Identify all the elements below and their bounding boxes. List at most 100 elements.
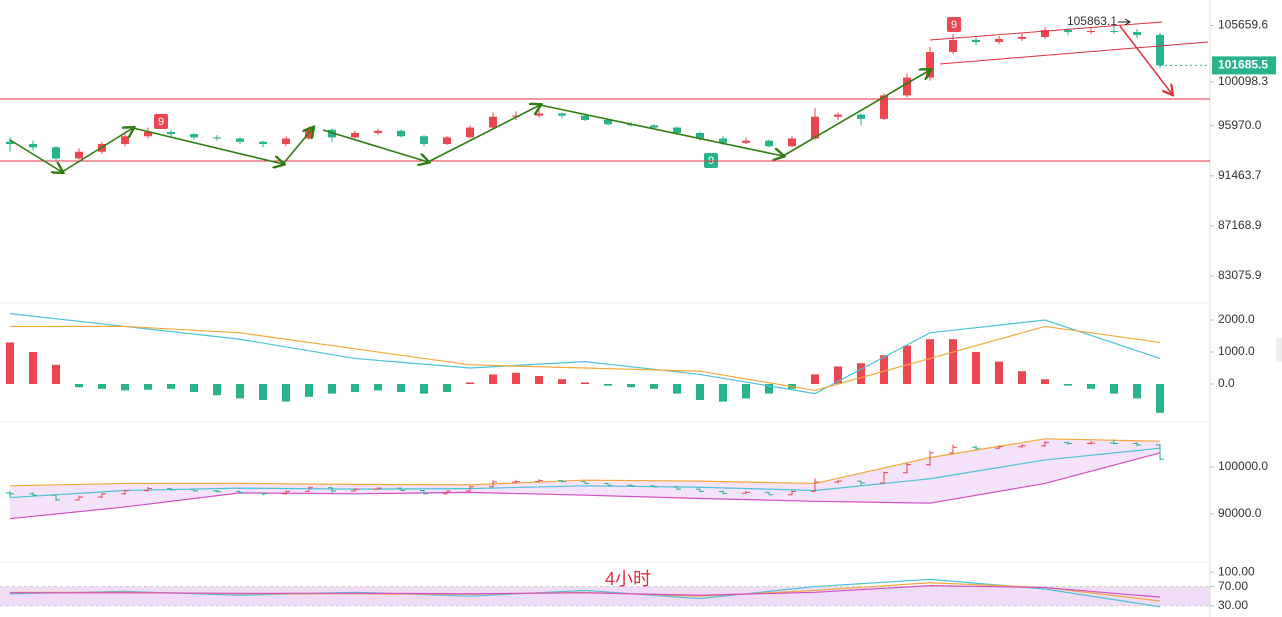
macd-bar	[512, 372, 520, 385]
macd-bar	[1087, 384, 1095, 389]
macd-bar	[1156, 384, 1164, 413]
macd-bar	[1041, 379, 1049, 385]
macd-bar	[581, 382, 589, 385]
macd-bar	[190, 384, 198, 393]
macd-bar	[466, 382, 474, 385]
candle-body	[972, 39, 980, 42]
period-label: 4小时	[605, 569, 651, 589]
candle-body	[696, 132, 704, 139]
plot-layer: 105659.6 100098.3 95970.0 91463.7 87168.9 830…	[0, 17, 1276, 612]
macd-bar	[489, 374, 497, 385]
y-tick-label: 1000.0	[1218, 344, 1255, 358]
rsi-band	[0, 586, 1210, 606]
candle-body	[512, 115, 520, 117]
candle-body	[880, 95, 888, 119]
macd-dea	[10, 325, 1161, 392]
macd-bar	[742, 384, 750, 399]
macd-bar	[880, 355, 888, 385]
boll-band	[10, 438, 1160, 519]
last-price-tag	[1212, 56, 1276, 75]
macd-bar	[98, 384, 106, 389]
y-tick-label: 105659.6	[1218, 18, 1268, 32]
candle-body	[811, 116, 819, 139]
td-marker	[947, 17, 961, 32]
candle-body	[236, 138, 244, 142]
candle-body	[420, 136, 428, 144]
y-tick-label: 100000.0	[1218, 459, 1268, 473]
y-tick-label: 95970.0	[1218, 118, 1262, 132]
macd-bar	[972, 352, 980, 385]
y-tick-label: 83075.9	[1218, 268, 1262, 282]
td-marker	[154, 114, 168, 129]
macd-bar	[1018, 371, 1026, 385]
y-tick-label: 0.0	[1218, 376, 1235, 390]
macd-bar	[627, 384, 635, 388]
candle-body	[558, 113, 566, 116]
macd-bar	[443, 384, 451, 393]
y-tick-label: 87168.9	[1218, 218, 1262, 232]
macd-bar	[949, 339, 957, 385]
macd-bar	[604, 384, 612, 386]
candle-body	[604, 119, 612, 125]
macd-bar	[397, 384, 405, 393]
candle-body	[1041, 29, 1049, 37]
candle-body	[167, 131, 175, 135]
macd-bar	[1133, 384, 1141, 399]
candle-body	[466, 127, 474, 138]
candle-body	[213, 137, 221, 139]
channel-line	[929, 21, 1163, 41]
candle-body	[742, 140, 750, 143]
macd-bar	[857, 363, 865, 385]
macd-bar	[995, 361, 1003, 385]
candle-body	[673, 127, 681, 133]
boll-upper	[9, 438, 1161, 487]
macd-bar	[52, 364, 60, 385]
macd-bar	[1110, 384, 1118, 394]
macd-bar	[420, 384, 428, 394]
macd-dif	[9, 313, 1161, 395]
candle-body	[535, 113, 543, 116]
macd-bar	[29, 352, 37, 385]
y-tick-label: 100098.3	[1218, 74, 1268, 88]
macd-bar	[558, 379, 566, 385]
y-tick-label: 91463.7	[1218, 168, 1262, 182]
candle-body	[1064, 29, 1072, 32]
td-label: 9	[158, 116, 164, 128]
rsi-line	[10, 585, 1161, 598]
candle-body	[788, 138, 796, 147]
candle-body	[282, 138, 290, 144]
y-tick-label: 70.00	[1218, 579, 1248, 593]
macd-bar	[213, 384, 221, 396]
macd-bar	[650, 384, 658, 389]
candle-body	[765, 140, 773, 147]
candle-body	[443, 137, 451, 144]
macd-bar	[719, 384, 727, 402]
y-tick-label: 90000.0	[1218, 506, 1262, 520]
macd-bar	[144, 384, 152, 390]
boll-mid	[9, 447, 1161, 499]
candle-body	[374, 130, 382, 133]
macd-bar	[926, 339, 934, 385]
candle-body	[949, 39, 957, 53]
candle-body	[6, 141, 14, 144]
channel-line	[939, 41, 1209, 65]
candle-body	[75, 151, 83, 159]
candle-body	[581, 115, 589, 120]
candle-body	[29, 143, 37, 148]
candle-body	[489, 116, 497, 128]
candle-body	[834, 114, 842, 117]
candle-body	[1110, 30, 1118, 32]
td-label: 9	[951, 19, 957, 31]
rsi-line	[9, 578, 1161, 608]
macd-bar	[765, 384, 773, 394]
last-price-label: 101685.5	[1218, 58, 1268, 72]
y-tick-label: 100.00	[1218, 564, 1255, 578]
candle-body	[926, 52, 934, 78]
side-tab[interactable]	[1276, 338, 1282, 362]
candle-body	[995, 38, 1003, 42]
candle-body	[1018, 36, 1026, 39]
candle-body	[1156, 34, 1164, 66]
trend-arrows	[9, 70, 930, 172]
